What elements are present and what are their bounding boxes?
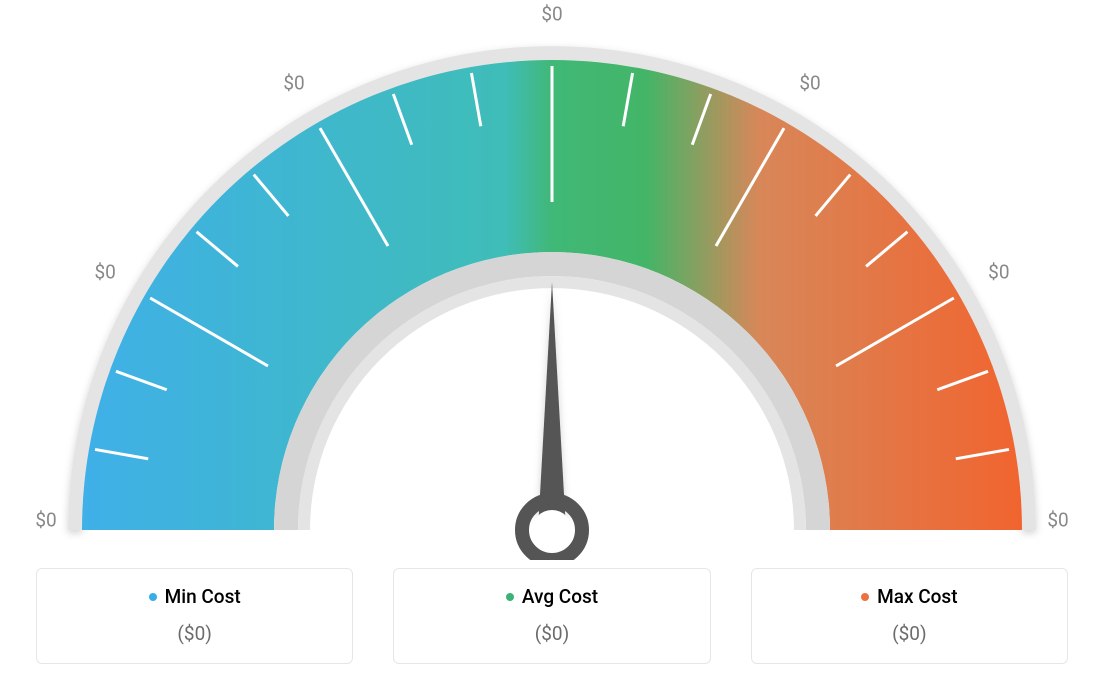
gauge-chart: $0 $0 $0 $0 $0 $0 $0 (0, 0, 1104, 560)
gauge-scale-label: $0 (988, 261, 1009, 284)
gauge-scale-label: $0 (94, 261, 115, 284)
gauge-scale-label: $0 (1047, 509, 1068, 532)
legend-row: Min Cost ($0) Avg Cost ($0) Max Cost ($0… (0, 568, 1104, 664)
legend-dot-max (861, 593, 869, 601)
legend-card-max: Max Cost ($0) (751, 568, 1068, 664)
gauge-scale-label: $0 (283, 72, 304, 95)
legend-value-avg: ($0) (394, 622, 709, 645)
legend-label-min: Min Cost (165, 585, 241, 608)
gauge-scale-label: $0 (35, 509, 56, 532)
legend-label-avg: Avg Cost (522, 585, 598, 608)
legend-dot-avg (506, 593, 514, 601)
legend-value-max: ($0) (752, 622, 1067, 645)
gauge-svg (0, 0, 1104, 560)
gauge-scale-label: $0 (541, 3, 562, 26)
legend-value-min: ($0) (37, 622, 352, 645)
legend-label-max: Max Cost (877, 585, 957, 608)
gauge-scale-label: $0 (799, 72, 820, 95)
legend-dot-min (149, 593, 157, 601)
legend-card-avg: Avg Cost ($0) (393, 568, 710, 664)
legend-card-min: Min Cost ($0) (36, 568, 353, 664)
